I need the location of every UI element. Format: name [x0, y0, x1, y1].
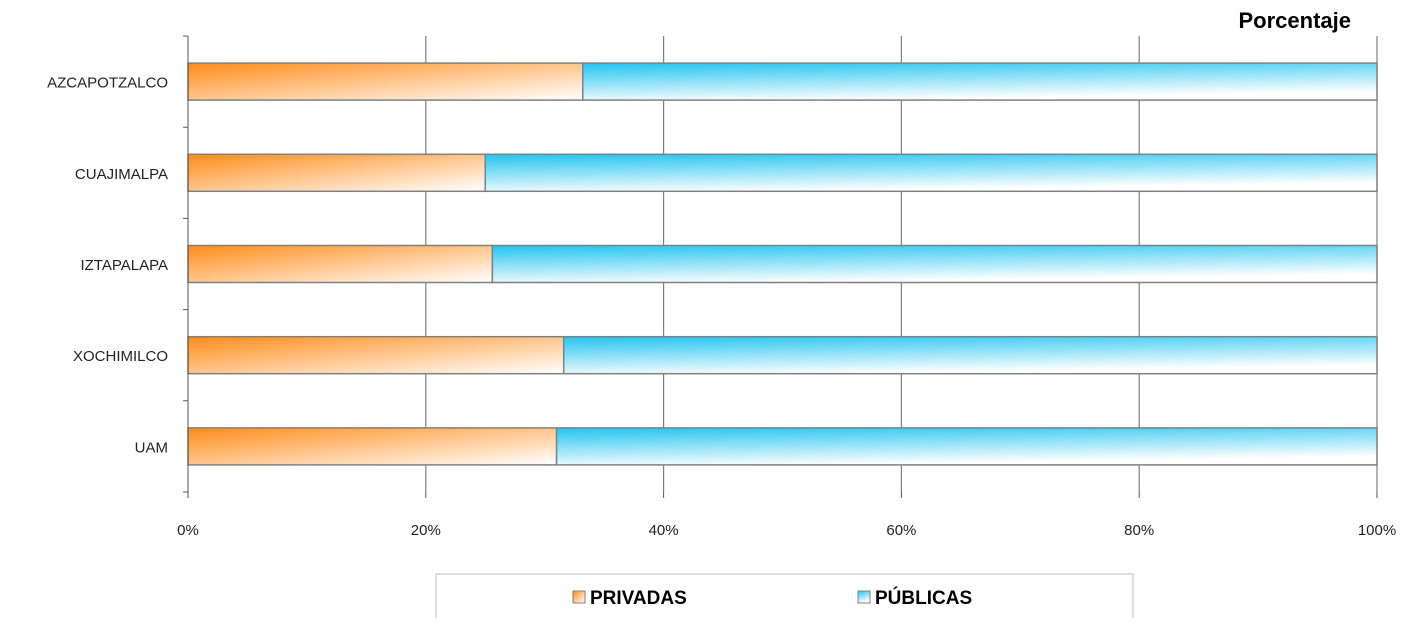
bar-privadas	[187, 153, 486, 193]
legend: PRIVADAS PÚBLICAS	[435, 573, 1134, 623]
legend-box	[435, 573, 1134, 623]
y-category-label: AZCAPOTZALCO	[47, 75, 168, 92]
chart-title: Porcentaje	[1239, 8, 1352, 33]
bar-publicas	[491, 244, 1378, 284]
legend-label: PRIVADAS	[590, 588, 687, 609]
axes: 0% 20% 40% 60% 80% 100% AZCAPOTZALCO CUAJIMALPA…	[47, 35, 1396, 539]
y-category-label: UAM	[135, 439, 168, 456]
x-tick-label: 100%	[1358, 522, 1396, 539]
bar-publicas	[581, 62, 1378, 101]
legend-swatch	[857, 590, 871, 604]
x-tick-label: 0%	[177, 522, 199, 539]
y-category-label: XOCHIMILCO	[73, 348, 168, 365]
bar-privadas	[187, 335, 565, 375]
bar-publicas	[555, 427, 1378, 466]
bar-privadas	[187, 427, 558, 466]
x-tick-label: 60%	[886, 522, 916, 539]
x-tick-label: 20%	[411, 522, 441, 539]
x-tick-label: 40%	[649, 522, 679, 539]
bar-publicas	[562, 335, 1378, 375]
legend-swatch	[572, 590, 586, 604]
bar-privadas	[187, 244, 494, 284]
bar-privadas	[187, 62, 584, 101]
y-category-label: IZTAPALAPA	[80, 257, 168, 274]
y-category-label: CUAJIMALPA	[75, 166, 168, 183]
bar-publicas	[484, 153, 1378, 193]
bars	[187, 62, 1378, 466]
x-tick-label: 80%	[1124, 522, 1154, 539]
legend-label: PÚBLICAS	[875, 587, 972, 609]
